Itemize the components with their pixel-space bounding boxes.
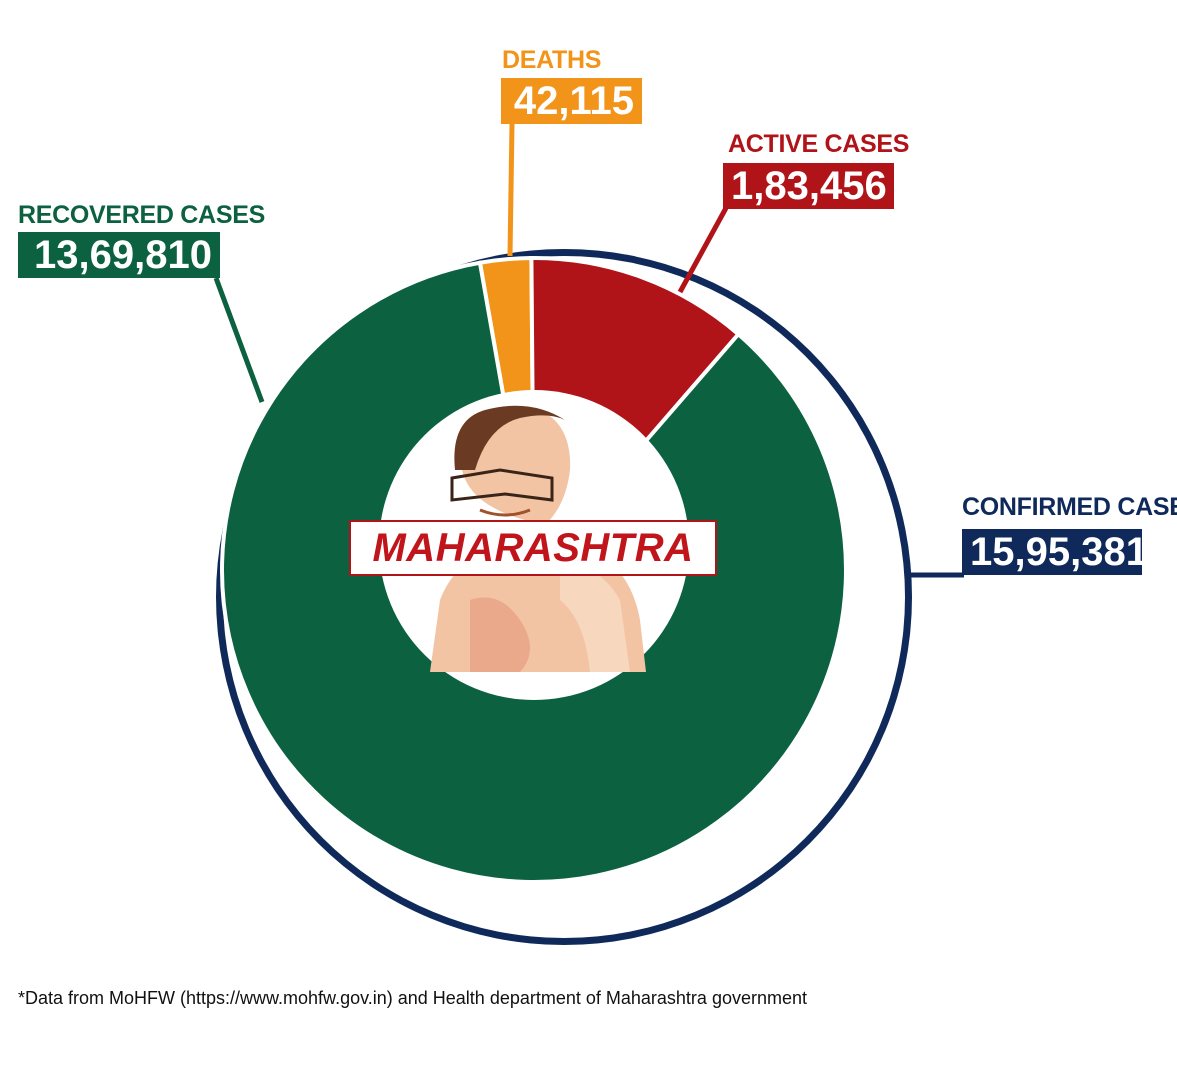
- active-cases-connector: [677, 206, 729, 294]
- active-cases-value: 1,83,456: [723, 163, 894, 209]
- recovered-cases-value: 13,69,810: [18, 232, 220, 278]
- chart-title: MAHARASHTRA: [349, 520, 717, 576]
- confirmed-cases-value: 15,95,381: [962, 529, 1148, 575]
- active-cases-label: ACTIVE CASES: [728, 130, 910, 158]
- deaths-connector: [507, 123, 515, 257]
- footnote: *Data from MoHFW (https://www.mohfw.gov.…: [18, 988, 807, 1008]
- deaths-label: DEATHS: [502, 46, 602, 74]
- recovered-cases-label: RECOVERED CASES: [18, 201, 265, 229]
- recovered-cases-connector: [213, 277, 265, 403]
- confirmed-cases-label: CONFIRMED CASES: [962, 493, 1177, 521]
- deaths-value: 42,115: [501, 78, 642, 124]
